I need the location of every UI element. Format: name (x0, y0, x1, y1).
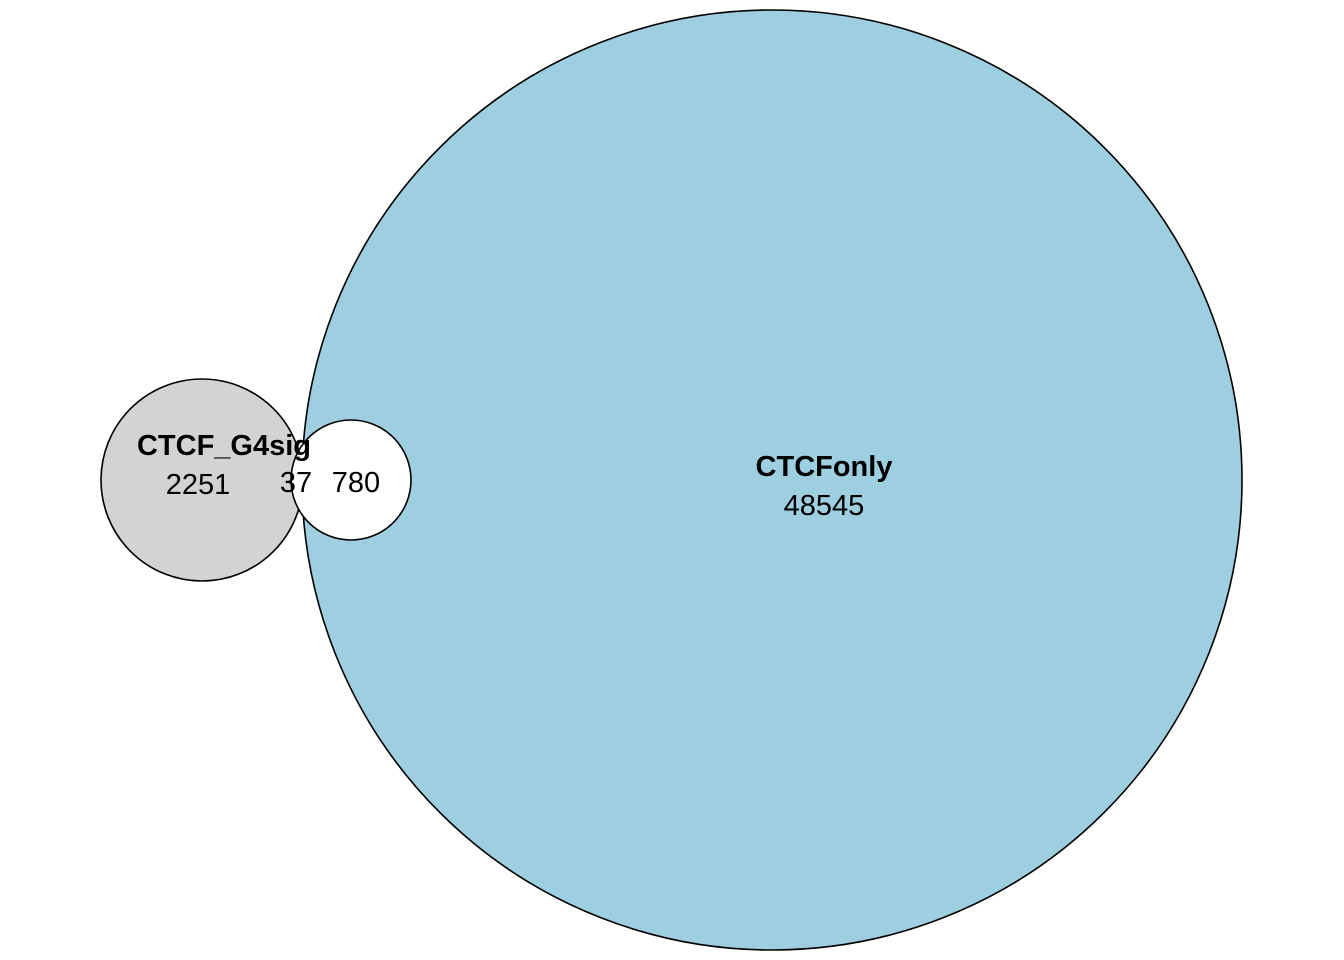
ctcf-g4sig-count: 2251 (166, 469, 231, 501)
intersection-count: 37 (280, 467, 312, 499)
ctcf-g4sig-label: CTCF_G4sig (137, 430, 311, 462)
ctcfonly-label: CTCFonly (756, 451, 893, 483)
unlabeled-set-circle (290, 419, 412, 541)
ctcfonly-count: 48545 (784, 490, 865, 522)
unlabeled-set-count: 780 (332, 467, 380, 499)
